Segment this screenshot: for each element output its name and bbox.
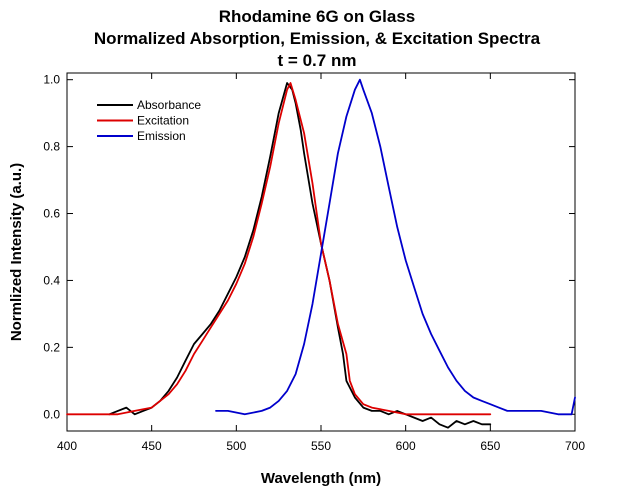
chart-title: Rhodamine 6G on Glass Normalized Absorpt… — [94, 7, 541, 70]
y-tick-label: 1.0 — [43, 73, 60, 87]
x-tick-label: 550 — [311, 439, 331, 453]
x-tick-label: 400 — [57, 439, 77, 453]
chart-title-line-1: Rhodamine 6G on Glass — [219, 7, 416, 26]
x-tick-label: 450 — [142, 439, 162, 453]
x-axis-label: Wavelength (nm) — [261, 470, 381, 487]
y-tick-label: 0.6 — [43, 207, 60, 221]
chart-title-line-2: Normalized Absorption, Emission, & Excit… — [94, 29, 541, 48]
legend-label-excitation: Excitation — [137, 114, 189, 128]
series-layer — [66, 78, 576, 429]
legend-label-absorbance: Absorbance — [137, 98, 201, 112]
y-tick-label: 0.0 — [43, 407, 60, 421]
x-tick-label: 650 — [480, 439, 500, 453]
legend-label-emission: Emission — [137, 129, 186, 143]
x-tick-label: 600 — [396, 439, 416, 453]
y-axis-label: Normlized Intensity (a.u.) — [8, 163, 25, 341]
y-tick-label: 0.8 — [43, 140, 60, 154]
x-axis-ticks: 400 450 500 550 600 650 700 — [57, 73, 585, 453]
y-tick-label: 0.4 — [43, 273, 60, 287]
x-tick-label: 500 — [226, 439, 246, 453]
y-tick-label: 0.2 — [43, 340, 60, 354]
chart-title-line-3: t = 0.7 nm — [278, 51, 357, 70]
series-line-absorbance — [108, 82, 492, 429]
y-axis-ticks: 0.0 0.2 0.4 0.6 0.8 1.0 — [43, 73, 575, 421]
series-line-emission — [215, 78, 576, 416]
series-line-excitation — [66, 82, 492, 416]
x-tick-label: 700 — [565, 439, 585, 453]
